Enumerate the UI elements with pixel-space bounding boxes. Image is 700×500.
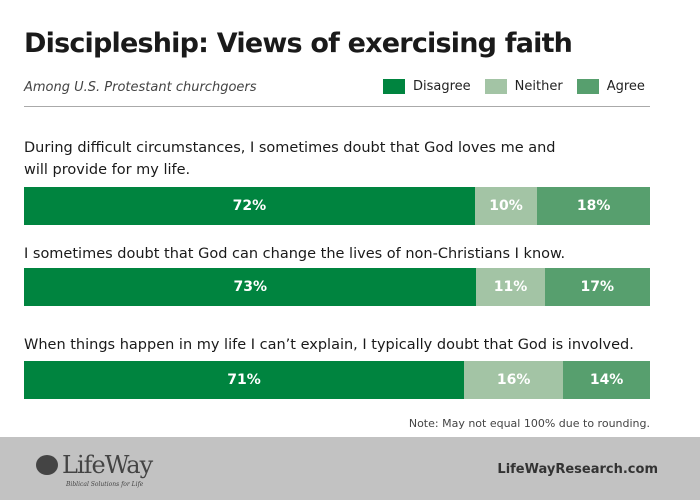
question-label: During difficult circumstances, I someti… [24, 140, 556, 178]
legend-swatch [383, 79, 405, 94]
question-label: I sometimes doubt that God can change th… [24, 246, 566, 262]
legend-swatch [576, 79, 599, 94]
logo-text: LifeWay [62, 451, 153, 479]
legend-item-neither: Neither [484, 79, 563, 94]
legend-swatch [484, 79, 507, 94]
bar-segment-disagree: 71% [24, 361, 465, 399]
bar-segment-disagree: 73% [24, 268, 477, 306]
legend-item-disagree: Disagree [383, 79, 471, 94]
website-link[interactable]: LifeWayResearch.com [497, 462, 658, 477]
lifeway-logo: LifeWay Biblical Solutions for Life [36, 451, 153, 488]
note: Note: May not equal 100% due to rounding… [408, 417, 650, 430]
legend-label: Agree [606, 79, 645, 94]
bar-segment-neither: 10% [474, 187, 538, 225]
legend-item-agree: Agree [576, 79, 645, 94]
divider [24, 106, 650, 107]
bar-segment-agree: 17% [544, 268, 650, 306]
stacked-bar: 73% 11% 17% [24, 268, 650, 306]
legend-label: Disagree [413, 79, 471, 94]
stacked-bar: 71% 16% 14% [24, 361, 650, 399]
question-label: When things happen in my life I can’t ex… [24, 337, 634, 353]
bar-segment-neither: 16% [464, 361, 564, 399]
legend-label: Neither [514, 79, 563, 94]
chart-title: Discipleship: Views of exercising faith [24, 28, 573, 59]
footer: LifeWay Biblical Solutions for Life Life… [0, 437, 700, 500]
logo-icon [36, 455, 58, 475]
legend: Disagree Neither Agree [383, 79, 645, 94]
logo-tagline: Biblical Solutions for Life [66, 481, 144, 488]
bar-segment-disagree: 72% [24, 187, 475, 225]
bar-segment-neither: 11% [476, 268, 545, 306]
bar-segment-agree: 14% [563, 361, 650, 399]
bar-segment-agree: 18% [537, 187, 650, 225]
chart-subtitle: Among U.S. Protestant churchgoers [24, 80, 257, 95]
stacked-bar: 72% 10% 18% [24, 187, 650, 225]
